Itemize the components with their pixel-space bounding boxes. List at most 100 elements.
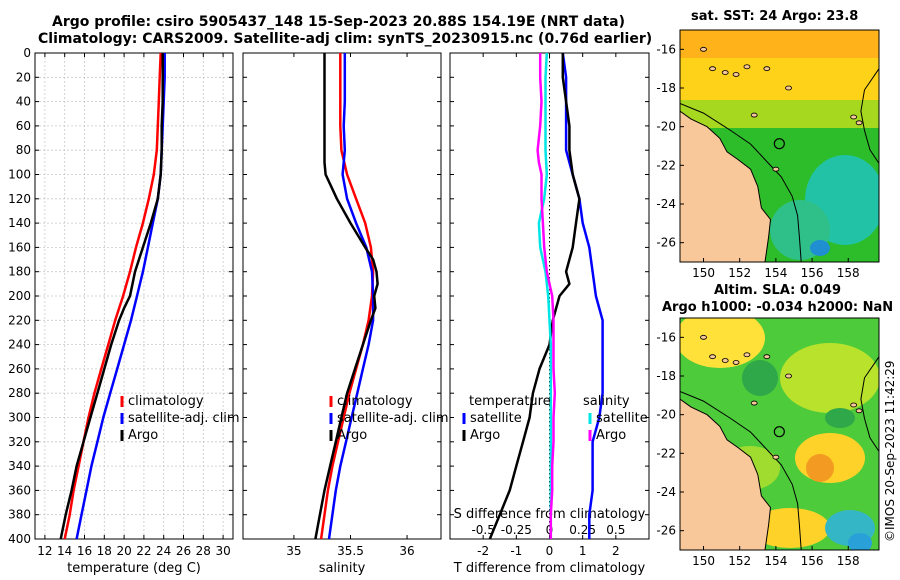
x-tick-label: 20 [116,544,131,558]
series-line-climatology [63,52,162,540]
x-tick-label: 0 [546,544,554,558]
sla-anomaly-blob [806,454,834,482]
island [743,64,751,70]
axes-frame [242,52,442,540]
map-y-tick-label: -22 [656,446,676,460]
sla-anomaly-blob [780,343,879,413]
sla-anomaly-blob [848,533,872,550]
coastline-land [680,398,772,550]
depth-tick-label: 0 [23,46,31,60]
island [855,120,863,126]
sla-anomaly-blob [680,318,765,368]
island [700,334,707,340]
series-line-argo [59,53,164,540]
depth-tick-label: 400 [8,532,31,546]
main-title-line-1: Argo profile: csiro 5905437_148 15-Sep-2… [52,14,625,30]
series-line-t-argo [488,53,581,540]
depth-tick-label: 260 [8,362,31,376]
map-x-tick-label: 154 [764,554,787,568]
depth-tick-label: 180 [8,265,31,279]
x-tick-label: 26 [176,544,191,558]
map-frame [679,29,880,263]
map-x-tick-label: 154 [764,266,787,280]
sst-map-title: sat. SST: 24 Argo: 23.8 [691,9,859,24]
x-tick-label: 16 [77,544,92,558]
map-x-tick-label: 152 [728,554,751,568]
depth-tick-label: 40 [16,95,31,109]
legend-label: satellite [596,411,648,426]
x-tick-label: 18 [97,544,112,558]
x-tick-label: 2 [612,544,620,558]
depth-tick-label: 360 [8,483,31,497]
sla-map-title-line-1: Altim. SLA: 0.049 [714,283,841,298]
map-y-tick-label: -24 [656,197,676,211]
island [750,112,758,118]
map-y-tick-label: -20 [656,408,676,422]
s-diff-tick-label: -0.5 [471,523,494,537]
island [772,454,780,460]
x-axis-label: salinity [319,561,366,576]
island [763,354,771,360]
island [709,66,716,72]
map-y-tick-label: -24 [656,485,676,499]
legend-label: satellite-adj. clim [337,411,449,426]
x-axis-label: temperature (deg C) [67,561,201,576]
depth-tick-label: 200 [8,289,31,303]
s-diff-tick-label: 0.25 [569,523,596,537]
watermark-timestamp: ©IMOS 20-Sep-2023 11:42:29 [883,360,897,542]
argo-float-marker [773,426,785,438]
temperature-panel: 12 14 16 18 20 22 24 26 28 3002040608010012014016… [8,46,240,576]
x-tick-label: 1 [579,544,587,558]
sst-map-panel: 150 152 154 156 158 -16 -18 -20 -22 -24 -26 [656,29,880,280]
sla-anomaly-blob [742,360,778,396]
legend-label: climatology [128,394,204,409]
island [855,408,863,414]
sst-field-hot-band [680,30,879,58]
depth-tick-label: 80 [16,143,31,157]
depth-tick-label: 120 [8,192,31,206]
sla-map-title-line-2: Argo h1000: -0.034 h2000: NaN [662,300,894,315]
sla-anomaly-blob [750,508,830,548]
argo-float-marker [773,138,785,150]
x-tick-label: 36 [399,544,414,558]
legend-label: Argo [470,428,500,443]
reef-outline [860,68,879,164]
island [743,352,751,358]
island [732,72,740,77]
island [700,46,707,52]
salinity-panel: 35 35.5 36 salinity climatology satellite-adj… [242,52,449,576]
map-y-tick-label: -26 [656,524,676,538]
sst-field-mid-band [680,100,879,128]
depth-tick-label: 20 [16,70,31,84]
island [732,360,740,365]
depth-tick-label: 240 [8,338,31,352]
island [850,114,858,120]
x-tick-label: 22 [136,544,151,558]
x-axis-label: T difference from climatology [453,561,646,576]
legend-label: Argo [596,428,626,443]
depth-tick-label: 340 [8,459,31,473]
legend-label: satellite-adj. clim [128,411,240,426]
island [772,166,780,172]
map-y-tick-label: -16 [656,42,676,56]
map-x-tick-label: 156 [801,554,824,568]
depth-tick-label: 160 [8,240,31,254]
island [721,70,729,75]
x-tick-label: 24 [156,544,171,558]
map-y-tick-label: -20 [656,120,676,134]
map-x-tick-label: 152 [728,266,751,280]
x-tick-label: 35 [286,544,301,558]
series-line-argo [314,53,379,540]
legend-label: Argo [337,428,367,443]
sst-cold-spot [810,240,830,256]
island [850,402,858,408]
map-y-tick-label: -22 [656,158,676,172]
island [785,85,792,91]
map-content [680,318,879,550]
depth-tick-label: 300 [8,411,31,425]
reef-outline [860,356,879,452]
sla-anomaly-blob [825,408,855,428]
map-x-tick-label: 158 [837,554,860,568]
legend-label: Argo [128,428,158,443]
